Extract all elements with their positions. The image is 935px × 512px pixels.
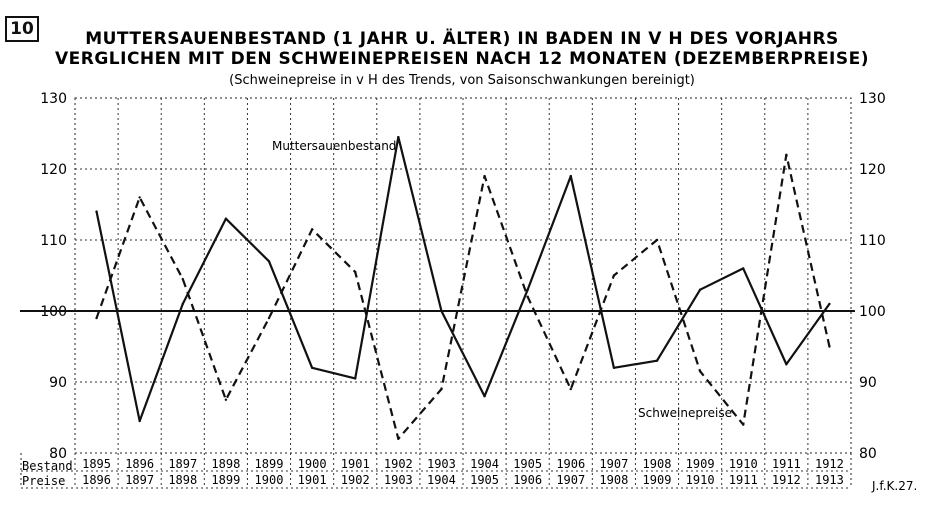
point-bestand-15 — [742, 267, 745, 270]
x-label-preise-1913: 1913 — [815, 473, 844, 487]
y-tick-left-90: 90 — [49, 375, 67, 391]
x-label-preise-1905: 1905 — [470, 473, 499, 487]
x-label-bestand-1909: 1909 — [686, 457, 715, 471]
y-tick-left-110: 110 — [40, 233, 67, 249]
point-preise-10 — [526, 295, 529, 298]
x-label-bestand-1899: 1899 — [255, 457, 284, 471]
point-preise-17 — [828, 345, 831, 348]
x-label-preise-1900: 1900 — [255, 473, 284, 487]
grid — [21, 98, 851, 489]
x-label-bestand-1895: 1895 — [82, 457, 111, 471]
x-label-bestand-1903: 1903 — [427, 457, 456, 471]
point-bestand-2 — [181, 302, 184, 306]
x-label-preise-1898: 1898 — [168, 473, 197, 487]
x-label-bestand-1905: 1905 — [513, 457, 542, 471]
point-preise-1 — [138, 196, 141, 199]
point-preise-0 — [95, 316, 98, 320]
x-label-bestand-1907: 1907 — [599, 457, 628, 471]
x-label-preise-1896: 1896 — [82, 473, 111, 487]
chart-subtitle: (Schweinepreise in v H des Trends, von S… — [229, 73, 695, 88]
x-label-preise-1912: 1912 — [772, 473, 801, 487]
point-preise-3 — [224, 398, 228, 401]
x-label-preise-1911: 1911 — [729, 473, 758, 487]
point-bestand-5 — [310, 366, 314, 369]
x-label-bestand-1906: 1906 — [556, 457, 585, 471]
x-label-bestand-1904: 1904 — [470, 457, 499, 471]
point-bestand-1 — [138, 419, 141, 423]
point-bestand-6 — [354, 377, 357, 380]
point-preise-16 — [785, 153, 788, 156]
point-bestand-10 — [526, 288, 529, 291]
y-tick-left-80: 80 — [49, 446, 67, 462]
point-bestand-11 — [569, 174, 572, 178]
x-label-bestand-1908: 1908 — [643, 457, 672, 471]
point-bestand-9 — [483, 395, 486, 398]
x-label-bestand-1902: 1902 — [384, 457, 413, 471]
point-bestand-14 — [698, 288, 702, 291]
point-bestand-0 — [95, 210, 98, 213]
figure-number: 10 — [5, 16, 39, 42]
x-label-preise-1910: 1910 — [686, 473, 715, 487]
signature: J.f.K.27. — [871, 479, 917, 493]
x-label-preise-1906: 1906 — [513, 473, 542, 487]
x-label-preise-1908: 1908 — [599, 473, 628, 487]
x-label-preise-1897: 1897 — [125, 473, 154, 487]
x-label-bestand-1900: 1900 — [298, 457, 327, 471]
x-label-bestand-1897: 1897 — [168, 457, 197, 471]
point-bestand-16 — [785, 363, 788, 366]
x-label-preise-1901: 1901 — [298, 473, 327, 487]
point-bestand-12 — [612, 366, 616, 369]
x-label-bestand-1896: 1896 — [125, 457, 154, 471]
point-bestand-3 — [224, 217, 228, 220]
chart-marks: 8080909010010011011012012013013018951896… — [20, 91, 886, 487]
point-preise-4 — [267, 316, 271, 320]
y-tick-right-110: 110 — [859, 233, 886, 249]
row-label-preise: Preise — [22, 474, 65, 488]
x-label-bestand-1910: 1910 — [729, 457, 758, 471]
x-label-preise-1904: 1904 — [427, 473, 456, 487]
y-tick-right-100: 100 — [859, 304, 886, 320]
series-label-schweinepreise: Schweinepreise — [638, 406, 732, 420]
x-label-preise-1909: 1909 — [643, 473, 672, 487]
x-label-preise-1907: 1907 — [556, 473, 585, 487]
point-bestand-4 — [267, 260, 271, 263]
x-label-bestand-1898: 1898 — [211, 457, 240, 471]
point-bestand-13 — [655, 359, 659, 362]
chart-title-line-1: MUTTERSAUENBESTAND (1 JAHR U. ÄLTER) IN … — [85, 27, 839, 49]
y-tick-right-90: 90 — [859, 375, 877, 391]
row-label-bestand: Bestand — [22, 459, 73, 473]
point-preise-12 — [612, 274, 616, 277]
point-preise-9 — [483, 174, 486, 178]
x-label-preise-1899: 1899 — [211, 473, 240, 487]
point-bestand-17 — [828, 302, 831, 306]
point-preise-14 — [698, 370, 702, 373]
y-tick-right-130: 130 — [859, 91, 886, 107]
series-label-muttersauenbestand: Muttersauenbestand — [272, 139, 396, 153]
series-line-muttersauenbestand — [95, 135, 831, 423]
point-preise-7 — [397, 437, 400, 440]
series-line-schweinepreise — [95, 153, 831, 440]
x-label-preise-1903: 1903 — [384, 473, 413, 487]
point-preise-6 — [354, 270, 357, 274]
point-preise-13 — [655, 238, 659, 242]
point-preise-8 — [440, 387, 443, 391]
chart-title-line-2: VERGLICHEN MIT DEN SCHWEINEPREISEN NACH … — [55, 49, 869, 69]
y-tick-right-80: 80 — [859, 446, 877, 462]
point-preise-15 — [742, 423, 745, 426]
point-preise-2 — [181, 277, 184, 281]
x-label-bestand-1901: 1901 — [341, 457, 370, 471]
point-bestand-8 — [440, 309, 443, 313]
y-tick-right-120: 120 — [859, 162, 886, 178]
point-preise-11 — [569, 387, 572, 391]
x-label-bestand-1912: 1912 — [815, 457, 844, 471]
x-label-bestand-1911: 1911 — [772, 457, 801, 471]
point-bestand-7 — [397, 135, 400, 139]
y-tick-left-130: 130 — [40, 91, 67, 107]
x-label-preise-1902: 1902 — [341, 473, 370, 487]
y-tick-left-120: 120 — [40, 162, 67, 178]
point-preise-5 — [310, 228, 314, 231]
